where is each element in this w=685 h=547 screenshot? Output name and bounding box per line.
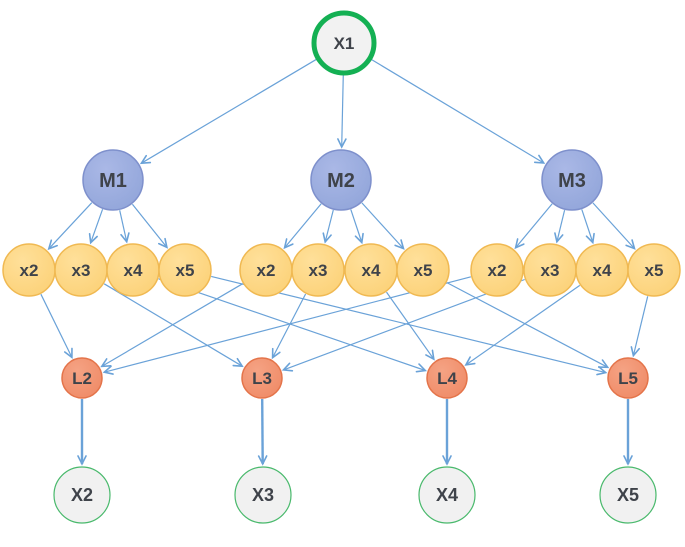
node-circle <box>291 243 345 297</box>
edge-g2x3-l3 <box>271 293 307 360</box>
edge-g3x5-l5 <box>630 296 649 358</box>
node-circle <box>607 357 649 399</box>
edge-x1-m3 <box>370 58 546 164</box>
edge-g2x5-l5 <box>446 282 610 369</box>
edge-x1-m1 <box>139 58 318 165</box>
node-circle <box>158 243 212 297</box>
edge-g1x2-l2 <box>40 293 73 360</box>
node-g2x4: x4 <box>344 243 398 297</box>
node-circle <box>599 466 657 524</box>
node-circle <box>541 149 603 211</box>
edge-m1-g1x2 <box>47 202 93 251</box>
node-l4: L4 <box>426 357 468 399</box>
edge-x1-m2 <box>337 73 347 149</box>
node-circle <box>241 357 283 399</box>
edge-m3-g3x2 <box>514 203 553 250</box>
node-circle <box>2 243 56 297</box>
node-circle <box>54 243 108 297</box>
node-circle <box>311 10 377 76</box>
edge-g1x4-l4 <box>158 278 427 373</box>
edge-m1-g1x3 <box>88 208 104 245</box>
edge-m2-g2x2 <box>283 203 322 250</box>
node-circle <box>627 243 681 297</box>
node-circle <box>310 149 372 211</box>
edge-m2-g2x5 <box>361 202 405 250</box>
edge-m3-g3x4 <box>581 209 595 245</box>
edge-g3x3-l3 <box>281 278 525 372</box>
node-g1x3: x3 <box>54 243 108 297</box>
node-m1: M1 <box>82 149 144 211</box>
node-g2x2: x2 <box>239 243 293 297</box>
node-circle <box>53 466 111 524</box>
edge-g2x4-l4 <box>386 291 435 361</box>
node-x3: X3 <box>234 466 292 524</box>
node-m3: M3 <box>541 149 603 211</box>
node-circle <box>418 466 476 524</box>
node-circle <box>575 243 629 297</box>
node-circle <box>106 243 160 297</box>
node-l3: L3 <box>241 357 283 399</box>
node-circle <box>82 149 144 211</box>
node-x4: X4 <box>418 466 476 524</box>
node-circle <box>234 466 292 524</box>
node-g2x5: x5 <box>396 243 450 297</box>
node-circle <box>470 243 524 297</box>
edge-m1-g1x5 <box>131 203 169 249</box>
edge-l3-x3 <box>257 398 268 466</box>
node-g2x3: x3 <box>291 243 345 297</box>
node-x2: X2 <box>53 466 111 524</box>
edge-m2-g2x4 <box>350 209 364 245</box>
node-g1x2: x2 <box>2 243 56 297</box>
edge-m2-g2x3 <box>322 209 334 244</box>
edge-m3-g3x5 <box>592 202 636 250</box>
node-m2: M2 <box>310 149 372 211</box>
node-g3x2: x2 <box>470 243 524 297</box>
node-g3x5: x5 <box>627 243 681 297</box>
edge-m1-g1x4 <box>119 210 130 244</box>
node-circle <box>523 243 577 297</box>
edge-m3-g3x3 <box>554 209 566 244</box>
node-circle <box>61 357 103 399</box>
edge-g2x2-l2 <box>100 283 244 368</box>
node-g3x3: x3 <box>523 243 577 297</box>
node-g1x5: x5 <box>158 243 212 297</box>
node-x1: X1 <box>311 10 377 76</box>
edge-g3x4-l4 <box>464 284 581 366</box>
node-x5: X5 <box>599 466 657 524</box>
node-circle <box>426 357 468 399</box>
node-circle <box>396 243 450 297</box>
node-g3x4: x4 <box>575 243 629 297</box>
node-g1x4: x4 <box>106 243 160 297</box>
node-circle <box>344 243 398 297</box>
node-l5: L5 <box>607 357 649 399</box>
node-circle <box>239 243 293 297</box>
node-l2: L2 <box>61 357 103 399</box>
